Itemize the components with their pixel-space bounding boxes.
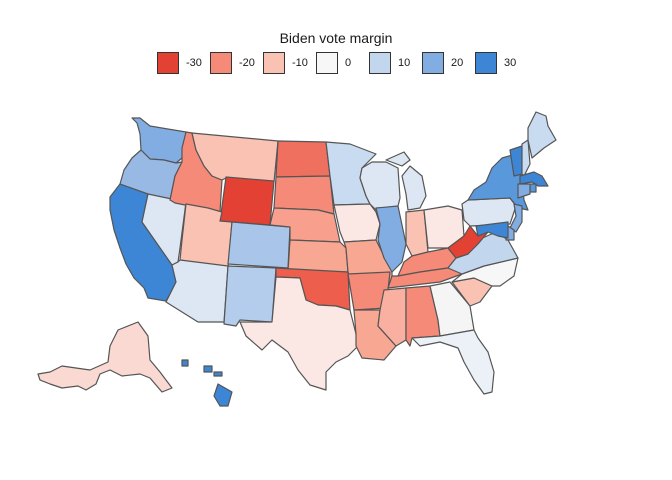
state-nh xyxy=(521,139,531,177)
legend-swatch xyxy=(316,52,338,74)
legend-swatch xyxy=(157,52,179,74)
legend-label: 0 xyxy=(345,57,352,69)
state-co xyxy=(227,221,291,269)
state-wy xyxy=(219,176,275,226)
state-me xyxy=(527,111,557,159)
state-ks xyxy=(287,239,349,273)
legend-label: 30 xyxy=(504,57,517,69)
legend-label: 10 xyxy=(398,57,411,69)
legend-label: -20 xyxy=(239,57,255,69)
state-hi xyxy=(181,359,233,407)
legend-label: -10 xyxy=(292,57,308,69)
legend-swatch xyxy=(263,52,285,74)
legend-swatch xyxy=(475,52,497,74)
state-nj xyxy=(509,203,523,233)
legend-item: -30 xyxy=(157,52,203,74)
legend-swatch xyxy=(210,52,232,74)
state-md xyxy=(475,221,509,239)
state-ri xyxy=(529,183,537,193)
state-il xyxy=(375,205,407,273)
state-ia xyxy=(333,203,381,243)
legend-swatch xyxy=(369,52,391,74)
legend-title: Biden vote margin xyxy=(279,30,393,46)
legend-item: 10 xyxy=(369,52,415,74)
state-nm xyxy=(223,265,277,327)
state-mi xyxy=(385,151,427,211)
legend-label: 20 xyxy=(451,57,464,69)
legend-label: -30 xyxy=(186,57,202,69)
state-nd xyxy=(275,140,331,178)
legend-item: 20 xyxy=(422,52,468,74)
states-layer xyxy=(37,111,557,407)
legend-item: 0 xyxy=(316,52,362,74)
legend-item: -20 xyxy=(210,52,256,74)
state-fl xyxy=(411,329,495,395)
legend: -30 -20 -10 0 10 20 30 xyxy=(157,52,528,74)
state-ct xyxy=(517,183,531,199)
state-ak xyxy=(37,321,173,393)
legend-item: 30 xyxy=(475,52,521,74)
legend-item: -10 xyxy=(263,52,309,74)
state-az xyxy=(165,259,229,323)
legend-swatch xyxy=(422,52,444,74)
state-tx xyxy=(239,276,359,391)
